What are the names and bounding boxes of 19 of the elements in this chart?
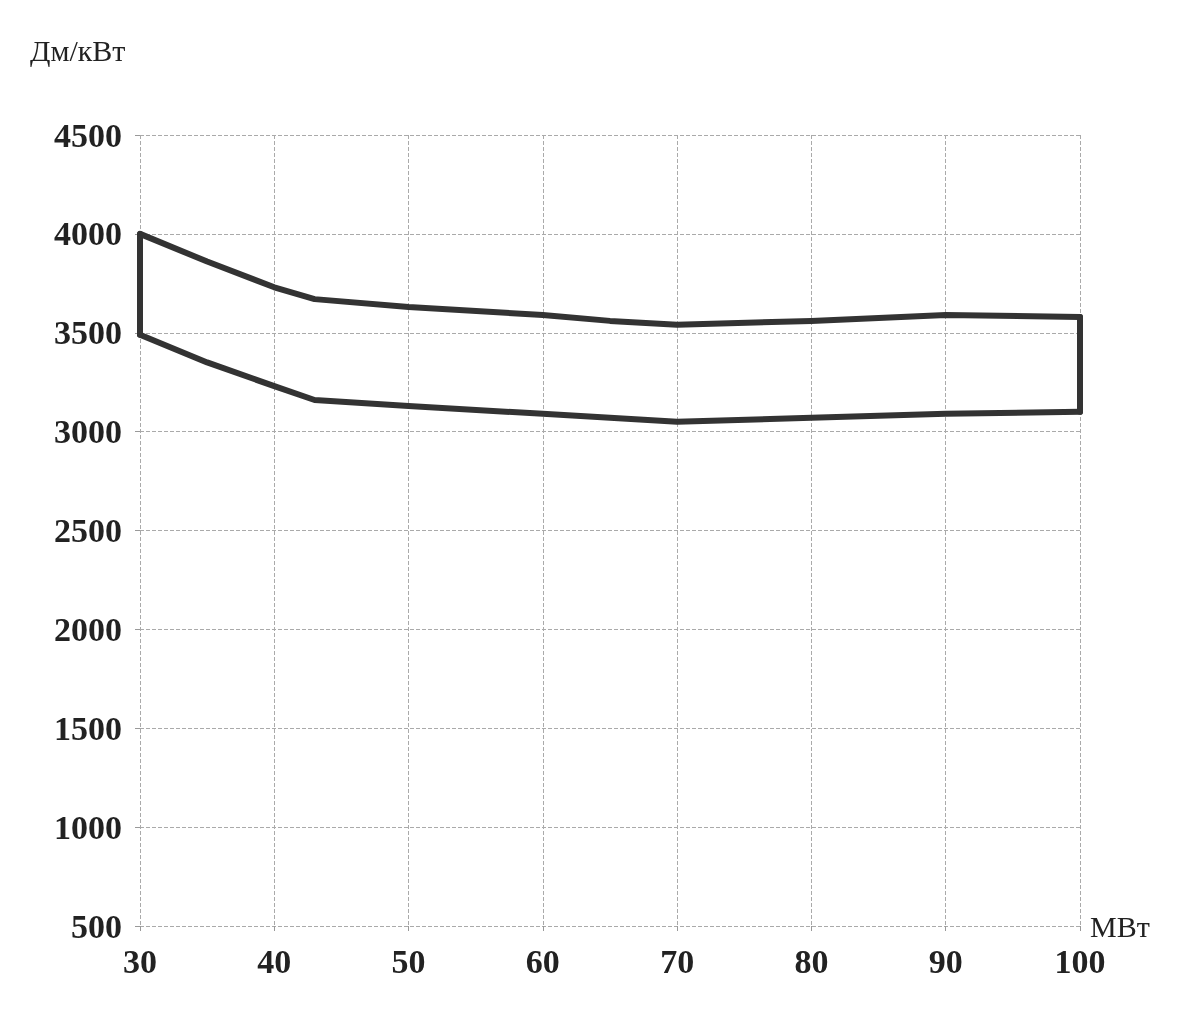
x-tick-label: 50: [391, 942, 426, 980]
y-tick-label: 1000: [54, 808, 122, 846]
x-tick-label: 80: [794, 942, 829, 980]
y-axis-title: Дм/кВт: [30, 33, 126, 67]
x-axis-title: МВт: [1090, 909, 1150, 943]
y-tick-label: 2500: [54, 512, 122, 549]
x-tick-label: 60: [525, 942, 560, 980]
x-tick-label: 70: [660, 942, 695, 980]
y-tick-label: 3500: [54, 314, 122, 352]
y-tick-label: 3000: [54, 413, 122, 451]
x-tick-label: 90: [928, 942, 963, 980]
x-tick-label: 30: [123, 942, 157, 980]
x-tick-label: 100: [1054, 942, 1106, 980]
y-tick-label: 2000: [54, 610, 122, 648]
y-tick-label: 4000: [54, 215, 122, 253]
y-tick-label: 500: [71, 907, 122, 945]
y-tick-label: 1500: [54, 709, 122, 747]
x-tick-label: 40: [257, 942, 292, 980]
y-tick-label: 4500: [54, 116, 122, 154]
